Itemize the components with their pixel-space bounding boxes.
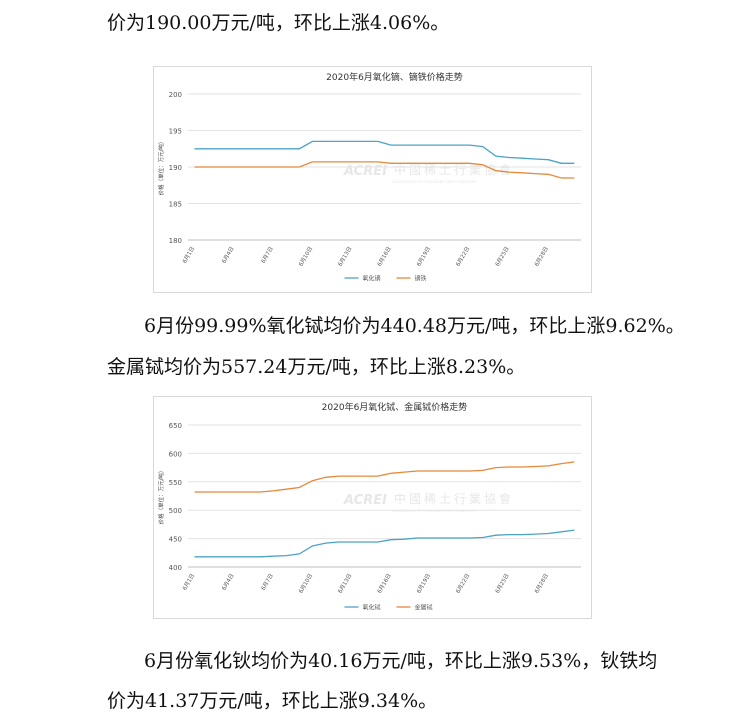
x-tick-label: 6月22日 [455, 573, 472, 595]
x-tick-label: 6月4日 [221, 246, 236, 265]
legend-label-2: 金属铽 [415, 604, 433, 612]
y-tick-label: 650 [169, 422, 182, 430]
x-tick-label: 6月28日 [533, 573, 550, 595]
y-tick-label: 550 [169, 479, 182, 487]
paragraph-4: 6月份氧化钬均价为40.16万元/吨，环比上涨9.53%，钬铁均 [144, 650, 658, 672]
legend-label-1: 氧化铽 [363, 604, 381, 612]
y-tick-label: 400 [169, 564, 182, 572]
x-tick-label: 6月10日 [297, 573, 314, 595]
y-tick-label: 200 [169, 91, 182, 99]
series-line-1 [194, 140, 575, 164]
legend-label-2: 镝铁 [415, 275, 427, 283]
x-tick-label: 6月28日 [533, 246, 550, 268]
x-tick-label: 6月25日 [494, 573, 511, 595]
watermark-cn: 中國稀土行業協會 [394, 491, 514, 506]
y-tick-label: 600 [169, 450, 182, 458]
chart-title: 2020年6月氧化铽、金属铽价格走势 [322, 401, 468, 413]
x-tick-label: 6月16日 [376, 573, 393, 595]
series-line-2 [194, 161, 575, 179]
y-tick-label: 190 [169, 164, 182, 172]
series-line-2 [194, 461, 575, 493]
y-axis-label: 价格（单位：万元/吨） [157, 139, 165, 196]
y-tick-label: 185 [169, 201, 182, 209]
y-tick-label: 450 [169, 536, 182, 544]
series-line-1 [194, 529, 575, 558]
chart-2-frame: 2020年6月氧化铽、金属铽价格走势 400 450 500 550 600 650 价格（单… [153, 396, 592, 619]
y-tick-label: 500 [169, 507, 182, 515]
chart-2: 2020年6月氧化铽、金属铽价格走势 400 450 500 550 600 650 价格（单… [157, 401, 581, 612]
x-tick-label: 6月1日 [181, 246, 196, 265]
y-axis-label: 价格（单位：万元/吨） [157, 468, 165, 525]
chart-1-frame: 2020年6月氧化镝、镝铁价格走势 180 185 190 195 200 价格（单位：万元… [153, 66, 592, 293]
x-tick-label: 6月7日 [260, 573, 275, 592]
paragraph-1: 价为190.00万元/吨，环比上涨4.06%。 [107, 12, 450, 34]
paragraph-3: 金属铽均价为557.24万元/吨，环比上涨8.23%。 [107, 356, 526, 378]
x-tick-label: 6月16日 [376, 245, 393, 267]
x-tick-label: 6月13日 [337, 573, 354, 595]
x-tick-label: 6月19日 [415, 246, 432, 268]
x-tick-label: 6月10日 [297, 246, 314, 268]
x-tick-label: 6月4日 [221, 573, 236, 592]
watermark-en: ASSOCIATION OF CHINA RARE EARTH INDUSTRY [392, 180, 477, 184]
x-tick-label: 6月7日 [260, 246, 275, 265]
chart-1: 2020年6月氧化镝、镝铁价格走势 180 185 190 195 200 价格（单位：万元… [157, 71, 581, 283]
watermark-logo: ACREI [343, 164, 387, 179]
x-tick-label: 6月1日 [181, 573, 196, 592]
legend-label-1: 氧化镝 [363, 275, 381, 283]
y-tick-label: 180 [169, 237, 182, 245]
x-tick-label: 6月22日 [455, 246, 472, 268]
paragraph-5: 价为41.37万元/吨，环比上涨9.34%。 [107, 690, 438, 712]
paragraph-2: 6月份99.99%氧化铽均价为440.48万元/吨，环比上涨9.62%。 [144, 315, 685, 337]
chart-title: 2020年6月氧化镝、镝铁价格走势 [326, 71, 463, 83]
watermark-logo: ACREI [343, 493, 387, 508]
x-tick-label: 6月25日 [494, 246, 511, 268]
watermark-en: ASSOCIATION OF CHINA RARE EARTH INDUSTRY [392, 509, 477, 513]
x-tick-label: 6月13日 [337, 246, 354, 268]
watermark-cn: 中國稀土行業協會 [394, 162, 514, 177]
y-tick-label: 195 [169, 128, 182, 136]
x-tick-label: 6月19日 [415, 573, 432, 595]
